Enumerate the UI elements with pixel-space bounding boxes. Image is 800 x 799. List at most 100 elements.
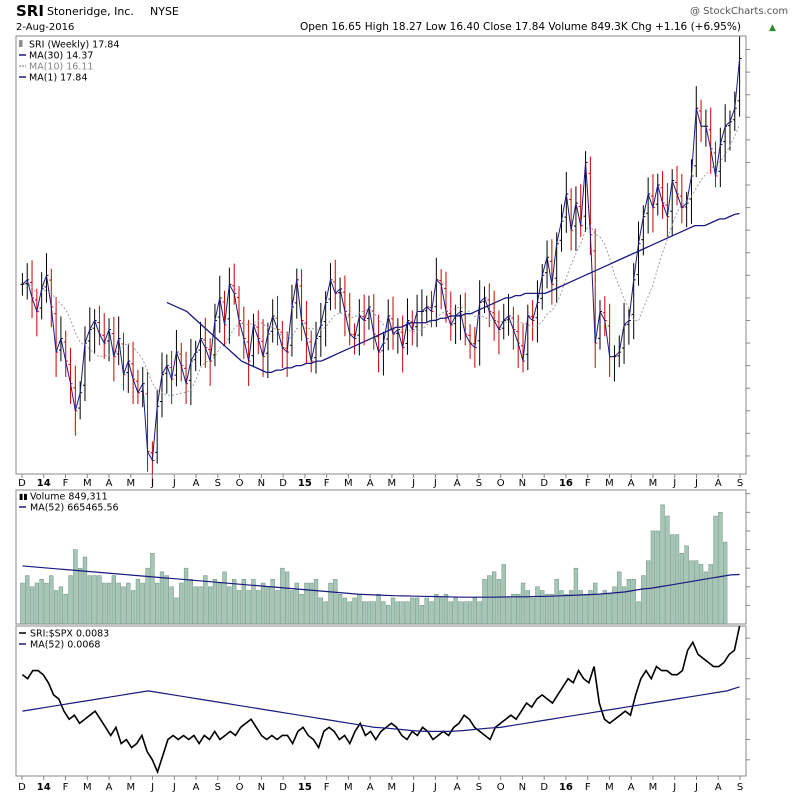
ratio-line [21, 625, 741, 775]
ohlc-readout: Open 16.65 High 18.27 Low 16.40 Close 17… [300, 21, 741, 33]
price-bar [631, 263, 636, 340]
volume-bar [376, 593, 381, 625]
volume-bar [554, 579, 559, 625]
x-tick-label: D [540, 478, 548, 489]
volume-bar [97, 575, 102, 625]
volume-legend-item: MA(52) 665465.56 [30, 503, 119, 514]
volume-bar [443, 593, 449, 625]
volume-bar [501, 564, 506, 625]
up-arrow-icon: ▲ [769, 23, 776, 33]
volume-bar [78, 567, 83, 625]
x-tick-label: A [106, 782, 113, 793]
volume-bar [694, 560, 699, 625]
price-bar [607, 303, 612, 377]
price-bar [477, 280, 482, 366]
price-bar [145, 371, 150, 472]
volume-bar [410, 597, 415, 625]
x-tick-label: S [215, 478, 221, 489]
price-bar [391, 296, 396, 350]
watermark: @ StockCharts.com [690, 6, 788, 17]
volume-bar [636, 601, 641, 625]
volume-bar [530, 597, 535, 625]
volume-bar [44, 582, 49, 625]
volume-bar [617, 571, 622, 625]
x-tick-label: D [279, 782, 287, 793]
price-bar [737, 36, 742, 117]
volume-bar [289, 590, 295, 625]
x-tick-label: D [18, 782, 26, 793]
x-tick-label: D [18, 478, 26, 489]
volume-bar [150, 553, 155, 625]
volume-bar [188, 579, 194, 625]
volume-bar [467, 601, 473, 625]
volume-bar [400, 601, 405, 625]
volume-bar [472, 597, 478, 625]
price-bar [78, 381, 83, 420]
x-tick-label: S [476, 782, 482, 793]
volume-bar [236, 590, 242, 625]
volume-bar [665, 515, 670, 625]
price-bar [309, 330, 314, 373]
x-tick-label: S [476, 478, 482, 489]
price-bar [492, 290, 497, 341]
volume-bar [25, 575, 30, 625]
volume-bar [222, 571, 227, 625]
volume-bar [126, 582, 131, 625]
volume-bar [323, 601, 328, 625]
price-bar [280, 320, 285, 368]
volume-bar [621, 586, 627, 625]
volume-bar [718, 512, 723, 625]
volume-bar [491, 571, 497, 625]
volume-bar [73, 549, 78, 625]
price-bar [347, 292, 352, 346]
price-bar [92, 309, 97, 353]
volume-bar [631, 579, 636, 625]
price-bar [718, 127, 723, 188]
price-bar [323, 291, 328, 347]
price-bar [82, 326, 87, 402]
price-bar [135, 369, 140, 405]
x-tick-label: 15 [298, 782, 312, 793]
price-bar [357, 299, 362, 356]
price-bar [598, 300, 603, 350]
volume-bar [434, 593, 439, 625]
volume-bar [414, 597, 420, 625]
volume-bar [352, 597, 357, 625]
volume-bar [227, 586, 232, 625]
x-axis-lower: D 14 F M A M J J A S O N D 15 F M A M J J A S O N D 16 F M A M J J A S [18, 776, 743, 793]
x-tick-label: A [715, 782, 722, 793]
volume-bar [395, 601, 401, 625]
volume-bar [130, 590, 136, 625]
price-bar [516, 314, 521, 368]
volume-bar [612, 586, 617, 625]
ratio-legend-item: MA(52) 0.0068 [30, 640, 100, 651]
panel-frame [15, 625, 747, 777]
panel-frame [15, 35, 747, 475]
volume-bar [34, 582, 40, 625]
volume-bar [155, 582, 160, 625]
volume-bar [645, 560, 651, 625]
x-tick-label: A [715, 478, 722, 489]
price-bar [496, 310, 501, 355]
price-bar [439, 269, 444, 310]
volume-bar [58, 586, 64, 625]
volume-bar [670, 534, 675, 625]
volume-bar [53, 590, 59, 625]
volume-bar [448, 601, 453, 625]
volume-bar [164, 575, 169, 625]
x-tick-label: A [193, 782, 200, 793]
volume-bar [145, 567, 150, 625]
x-tick-label: A [454, 782, 461, 793]
volume-bar [309, 582, 314, 625]
volume-bar [140, 582, 145, 625]
price-bar [203, 317, 208, 368]
ma10-line [22, 124, 741, 396]
volume-bar [313, 579, 319, 625]
price-bar [193, 340, 198, 372]
x-tick-label: M [126, 782, 135, 793]
x-tick-label: A [628, 478, 635, 489]
company-name: Stoneridge, Inc. [47, 5, 134, 18]
price-bar [97, 305, 102, 346]
x-tick-label: A [367, 782, 374, 793]
